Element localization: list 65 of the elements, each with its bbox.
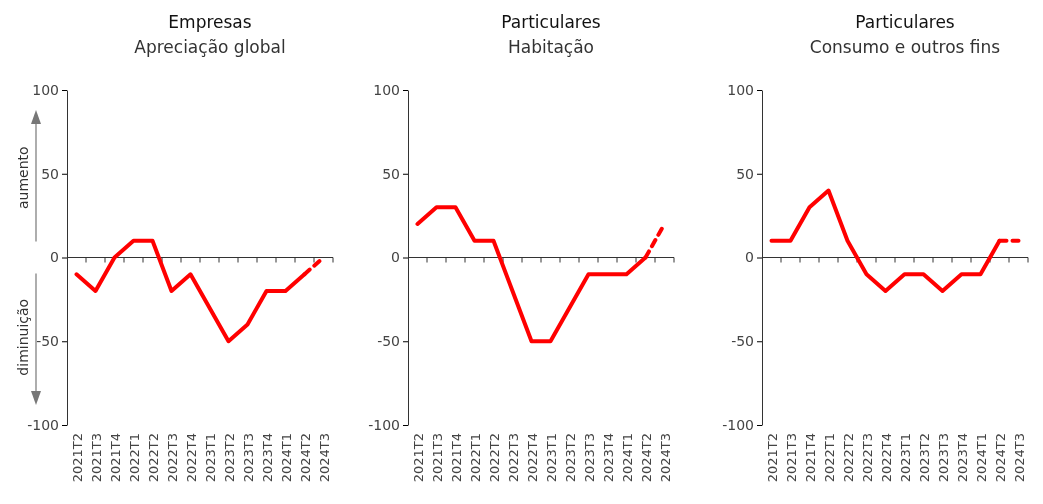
x-tick-label: 2021T3 (783, 433, 799, 483)
x-tick-label: 2022T3 (164, 433, 180, 483)
y-tick-label: 100 (32, 81, 59, 98)
y-tick-label: -50 (731, 333, 754, 350)
x-tick-label: 2023T1 (897, 433, 913, 483)
x-tick-label: 2023T1 (202, 433, 218, 483)
x-tick-label: 2024T2 (992, 433, 1008, 483)
x-tick-label: 2023T4 (600, 433, 616, 483)
x-tick-label: 2022T1 (126, 433, 142, 483)
chart-subtitle: Consumo e outros fins (809, 37, 1001, 57)
y-tick-label: -50 (36, 333, 59, 350)
y-tick-label: 50 (382, 165, 400, 182)
x-tick-label: 2021T2 (410, 433, 426, 483)
y-tick-label: 50 (736, 165, 754, 182)
x-tick-label: 2021T4 (448, 433, 464, 483)
y-tick-label: -50 (377, 333, 400, 350)
x-tick-label: 2021T2 (69, 433, 85, 483)
x-tick-label: 2023T2 (221, 433, 237, 483)
x-tick-label: 2021T4 (107, 433, 123, 483)
x-tick-label: 2023T2 (916, 433, 932, 483)
x-tick-label: 2022T2 (486, 433, 502, 483)
x-tick-label: 2024T3 (316, 433, 332, 483)
y-tick-label: -100 (368, 416, 400, 433)
y-tick-label: 100 (727, 81, 754, 98)
chart-title: Particulares (855, 12, 955, 32)
y-tick-label: 100 (373, 81, 400, 98)
x-tick-label: 2022T4 (183, 433, 199, 483)
x-tick-label: 2023T4 (954, 433, 970, 483)
x-tick-label: 2021T3 (88, 433, 104, 483)
x-tick-label: 2024T2 (297, 433, 313, 483)
x-tick-label: 2022T1 (821, 433, 837, 483)
chart-title: Empresas (168, 12, 252, 32)
y-tick-label: -100 (722, 416, 754, 433)
y-tick-label: 50 (41, 165, 59, 182)
x-tick-label: 2023T3 (240, 433, 256, 483)
x-tick-label: 2024T3 (1011, 433, 1027, 483)
chart-subtitle: Habitação (508, 37, 594, 57)
x-tick-label: 2022T2 (145, 433, 161, 483)
chart-title: Particulares (501, 12, 601, 32)
text: diminuição (15, 298, 31, 376)
x-tick-label: 2024T1 (619, 433, 635, 483)
y-tick-label: -100 (27, 416, 59, 433)
x-tick-label: 2023T4 (259, 433, 275, 483)
x-tick-label: 2024T2 (638, 433, 654, 483)
x-tick-label: 2023T3 (581, 433, 597, 483)
y-tick-label: 0 (745, 249, 754, 266)
x-tick-label: 2022T1 (467, 433, 483, 483)
x-tick-label: 2023T1 (543, 433, 559, 483)
x-tick-label: 2024T1 (973, 433, 989, 483)
x-tick-label: 2024T3 (657, 433, 673, 483)
x-tick-label: 2022T3 (859, 433, 875, 483)
x-tick-label: 2023T3 (935, 433, 951, 483)
y-tick-label: 0 (50, 249, 59, 266)
x-tick-label: 2024T1 (278, 433, 294, 483)
text: aumento (15, 146, 31, 210)
x-tick-label: 2022T3 (505, 433, 521, 483)
x-tick-label: 2023T2 (562, 433, 578, 483)
x-tick-label: 2022T4 (524, 433, 540, 483)
y-tick-label: 0 (391, 249, 400, 266)
x-tick-label: 2021T2 (764, 433, 780, 483)
x-tick-label: 2021T3 (429, 433, 445, 483)
x-tick-label: 2022T2 (840, 433, 856, 483)
x-tick-label: 2022T4 (878, 433, 894, 483)
chart-subtitle: Apreciação global (134, 37, 286, 57)
x-tick-label: 2021T4 (802, 433, 818, 483)
